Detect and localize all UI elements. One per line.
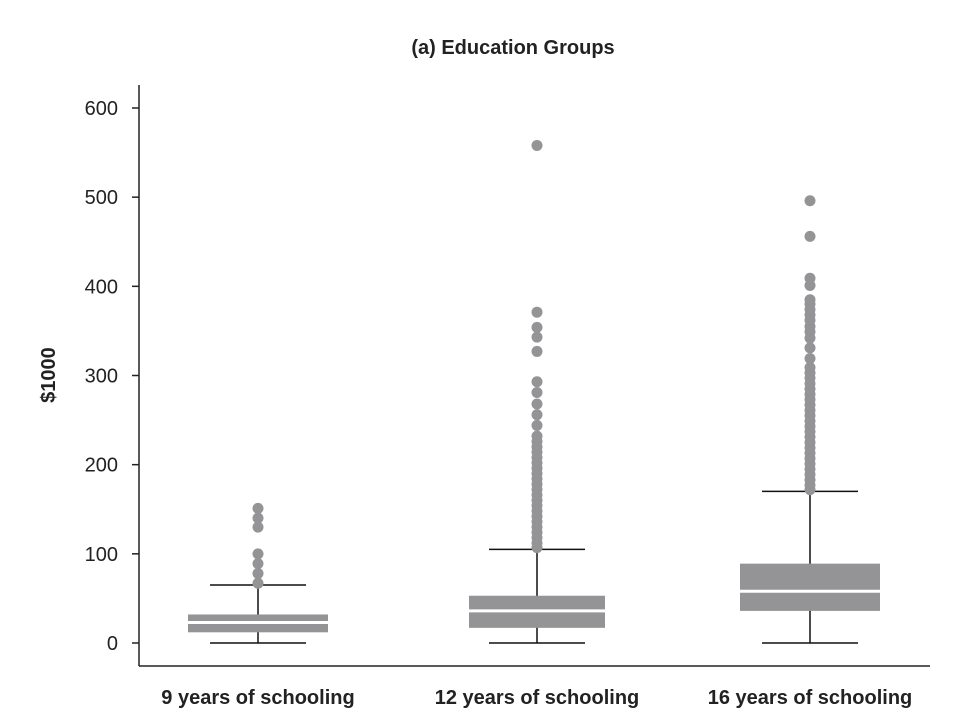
outlier-point	[252, 502, 264, 514]
y-tick-label: 100	[85, 544, 118, 566]
outlier-point	[804, 272, 816, 284]
y-tick-label: 300	[85, 366, 118, 388]
y-tick-label: 600	[85, 98, 118, 120]
outlier-point	[252, 577, 264, 589]
y-axis-ticks: 0 100 200 300 400 500 600	[85, 98, 139, 655]
outlier-point	[804, 361, 816, 373]
outlier-point	[252, 548, 264, 560]
outlier-point	[804, 342, 816, 354]
box-group	[469, 139, 605, 644]
x-tick-label: 16 years of schooling	[708, 687, 913, 709]
outlier-point	[531, 409, 543, 421]
outlier-point	[531, 345, 543, 357]
plot-area	[188, 139, 880, 644]
y-tick-label: 200	[85, 455, 118, 477]
outlier-point	[252, 558, 264, 570]
outlier-point	[531, 386, 543, 398]
outlier-point	[531, 376, 543, 388]
y-axis-label: $1000	[38, 347, 60, 403]
outlier-point	[531, 331, 543, 343]
y-tick-label: 0	[107, 633, 118, 655]
chart-title: (a) Education Groups	[411, 37, 614, 59]
x-tick-label: 9 years of schooling	[161, 687, 354, 709]
y-tick-label: 500	[85, 187, 118, 209]
outlier-point	[804, 353, 816, 365]
outlier-point	[531, 306, 543, 318]
outlier-point	[252, 567, 264, 579]
box-group	[188, 502, 328, 644]
outlier-point	[531, 139, 543, 151]
outlier-point	[804, 230, 816, 242]
outlier-point	[531, 398, 543, 410]
x-axis-tick-labels: 9 years of schooling 12 years of schoolin…	[161, 687, 912, 709]
box-group	[740, 195, 880, 644]
outlier-point	[252, 521, 264, 533]
outlier-point	[252, 512, 264, 524]
x-tick-label: 12 years of schooling	[435, 687, 640, 709]
outlier-point	[804, 294, 816, 306]
iqr-box	[740, 563, 880, 611]
outlier-point	[531, 430, 543, 442]
outlier-point	[804, 195, 816, 207]
outlier-point	[531, 321, 543, 333]
y-tick-label: 400	[85, 276, 118, 298]
outlier-point	[531, 419, 543, 431]
